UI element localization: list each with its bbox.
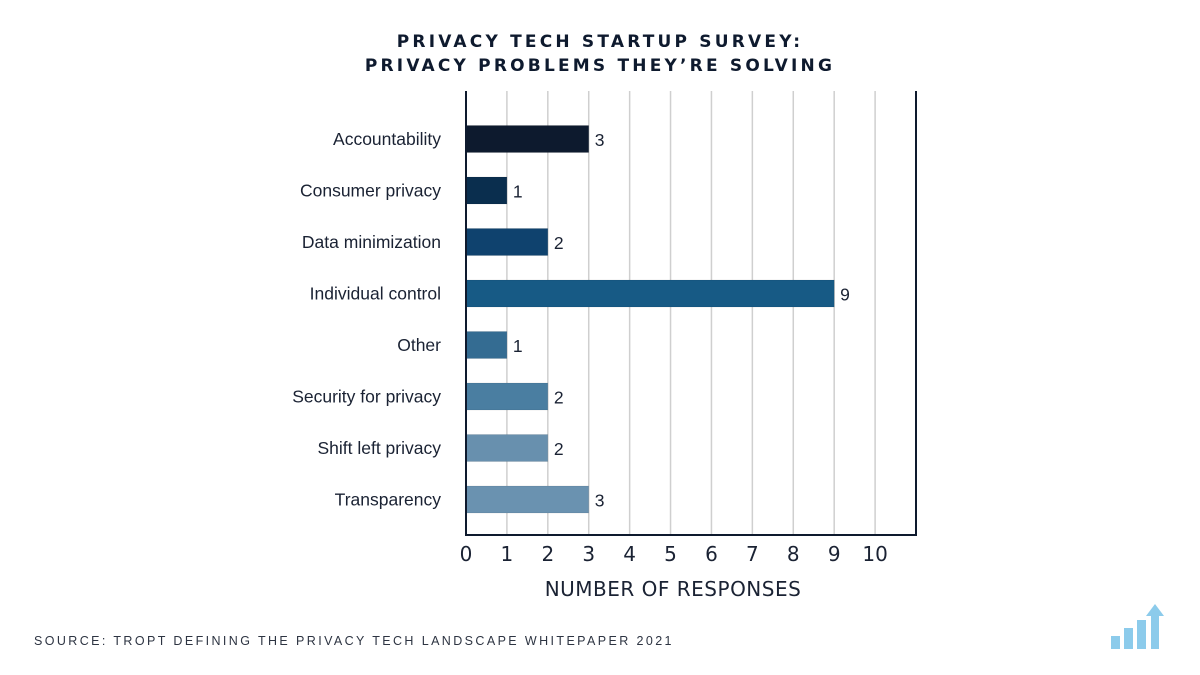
x-tick-label: 7: [746, 542, 759, 566]
bar-chart-growth-icon: [1108, 598, 1168, 654]
data-label: 3: [595, 491, 605, 511]
category-label: Other: [397, 335, 441, 355]
bar: [465, 434, 549, 462]
chart-title: PRIVACY TECH STARTUP SURVEY: PRIVACY PRO…: [0, 30, 1200, 78]
x-tick-label: 1: [501, 542, 514, 566]
data-label: 1: [513, 182, 523, 202]
x-tick-label: 4: [623, 542, 636, 566]
data-label: 2: [554, 439, 564, 459]
gridlines: [506, 91, 876, 535]
source-note: SOURCE: TROPT DEFINING THE PRIVACY TECH …: [34, 634, 674, 648]
x-tick-label: 8: [787, 542, 800, 566]
data-label: 2: [554, 388, 564, 408]
x-tick-labels: 0 1 2 3 4 5 6 7 8 9 10: [460, 542, 888, 566]
value-labels: 3 1 2 9 1 2 2 3: [513, 130, 850, 511]
chart-title-line-1: PRIVACY TECH STARTUP SURVEY:: [396, 32, 804, 52]
category-label: Accountability: [333, 129, 441, 149]
bar: [465, 331, 508, 359]
category-label: Transparency: [335, 490, 442, 510]
x-tick-label: 10: [862, 542, 887, 566]
x-tick-label: 3: [582, 542, 595, 566]
bar: [465, 228, 549, 256]
category-label: Shift left privacy: [317, 438, 441, 458]
bar: [465, 382, 549, 411]
data-label: 3: [595, 130, 605, 150]
x-tick-label: 9: [828, 542, 841, 566]
bars: [465, 125, 835, 514]
bar: [465, 279, 835, 308]
category-label: Data minimization: [302, 232, 441, 252]
x-tick-label: 6: [705, 542, 718, 566]
x-tick-label: 5: [664, 542, 677, 566]
chart-title-line-2: PRIVACY PROBLEMS THEY’RE SOLVING: [364, 56, 836, 76]
data-label: 1: [513, 336, 523, 356]
bar: [465, 485, 589, 514]
data-label: 9: [840, 285, 850, 305]
bar: [465, 125, 589, 153]
bar: [465, 176, 508, 205]
category-label: Security for privacy: [292, 387, 441, 407]
category-labels: Accountability Consumer privacy Data minim…: [292, 129, 441, 510]
x-tick-label: 0: [460, 542, 473, 566]
x-tick-label: 2: [541, 542, 554, 566]
category-label: Consumer privacy: [300, 181, 441, 201]
data-label: 2: [554, 233, 564, 253]
plot-frame: [465, 91, 917, 536]
category-label: Individual control: [310, 284, 441, 304]
x-axis-label: NUMBER OF RESPONSES: [545, 577, 802, 601]
